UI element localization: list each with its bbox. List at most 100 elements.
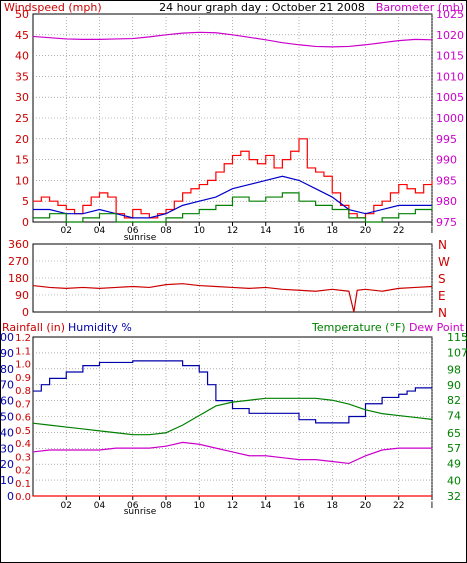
ytick-temperature: 49 [447,457,461,470]
ytick-temperature: 115 [447,331,467,344]
ytick-temperature: 57 [447,442,461,455]
ytick-windspeed: 20 [15,133,29,146]
ytick-humidity: 0 [7,490,14,503]
y-axis-rainfall: 0.0 0.1 0.2 0.3 0.4 0.5 0.6 0.7 0.8 0.9 1.0 1.1 1.2 [15,333,31,503]
xtick-label: 20 [360,501,372,511]
ytick-humidity: 70 [0,379,14,392]
xtick-label: 04 [94,501,106,511]
xtick-label: 06 [127,226,139,236]
xtick-label: 08 [160,226,172,236]
xtick-label: 08 [160,501,172,511]
ytick-rainfall: 0.0 [15,492,31,503]
xtick-label: 04 [94,226,106,236]
series-temperature-f- [32,397,433,436]
series-barometer-mb- [32,31,433,48]
xtick-label: I [431,501,434,511]
ytick-humidity: 30 [0,442,14,455]
ytick-humidity: 20 [0,458,14,471]
xtick-label: 10 [194,501,206,511]
ytick-temperature: 32 [447,490,461,503]
ytick-temperature: 107 [447,346,467,359]
ytick-barometer: 1015 [436,50,464,63]
y-axis-temperature: 32 40 49 57 65 74 82 90 98 107 115 [447,331,467,503]
plot-area-top [32,13,433,223]
compass-letter: W [438,255,450,269]
x-axis-bottom: 02 04 06 08 10 12 14 16 18 20 22 I [61,496,434,511]
xtick-label: I [431,226,434,236]
ytick-rainfall: 0.6 [15,413,31,424]
temperature-label: Temperature (°F) [311,321,406,334]
ytick-windspeed: 15 [15,154,29,167]
ytick-barometer: 985 [436,174,457,187]
xtick-label: 14 [260,226,272,236]
dewpoint-label: Dew Point [409,321,465,334]
ytick-humidity: 50 [0,411,14,424]
rainfall-label: Rainfall (in) [2,321,65,334]
y-axis-direction: 0 90 180 270 360 [8,238,29,319]
ytick-humidity: 100 [0,331,14,344]
ytick-direction: 0 [22,306,29,319]
ytick-rainfall: 0.7 [15,399,31,410]
compass-letter: N [438,238,447,252]
x-axis-top: 02 04 06 08 10 12 14 16 18 20 22 I [61,222,434,236]
series-average-wind [33,175,432,219]
xtick-label: 20 [360,226,372,236]
xtick-label: 22 [393,226,404,236]
ytick-rainfall: 0.8 [15,386,31,397]
series-bot [32,360,433,497]
ytick-temperature: 74 [447,410,461,423]
xtick-label: 02 [61,226,72,236]
ytick-windspeed: 0 [22,216,29,229]
compass-letter: S [438,272,446,286]
xtick-label: 02 [61,501,72,511]
ytick-barometer: 1010 [436,70,464,83]
ytick-temperature: 65 [447,427,461,440]
grid-top [33,14,433,222]
ytick-rainfall: 1.2 [15,333,31,344]
ytick-windspeed: 35 [15,70,29,83]
xtick-label: 12 [227,501,238,511]
humidity-label: Humidity % [68,321,132,334]
xtick-label: 14 [260,501,272,511]
ytick-direction: 180 [8,272,29,285]
ytick-windspeed: 30 [15,91,29,104]
sunrise-label-bot: sunrise [124,507,157,517]
ytick-barometer: 995 [436,133,457,146]
ytick-rainfall: 1.0 [15,360,31,371]
xtick-label: 18 [327,501,339,511]
panel-wind-barometer: Windspeed (mph) 24 hour graph day : Octo… [4,1,464,243]
ytick-direction: 90 [15,289,29,302]
compass-letter: E [438,289,446,303]
ytick-windspeed: 45 [15,29,29,42]
y-axis-barometer: 975 980 985 990 995 1000 1005 1010 1015 1020 1025 [436,8,464,229]
xtick-label: 22 [393,501,404,511]
graph-title: 24 hour graph day : October 21 2008 [159,1,365,14]
ytick-rainfall: 0.9 [15,373,31,384]
series-top [32,31,433,223]
xtick-label: 16 [293,501,305,511]
ytick-humidity: 90 [0,347,14,360]
ytick-barometer: 1025 [436,8,464,21]
ytick-humidity: 80 [0,363,14,376]
ytick-humidity: 40 [0,426,14,439]
ytick-barometer: 975 [436,216,457,229]
ytick-windspeed: 40 [15,50,29,63]
xtick-label: 12 [227,226,238,236]
ytick-windspeed: 50 [15,8,29,21]
panel-temp-humidity: Rainfall (in) Humidity % Temperature (°F… [0,321,467,517]
series-wind-direction [32,283,433,313]
ytick-temperature: 98 [447,364,461,377]
ytick-windspeed: 25 [15,112,29,125]
ytick-rainfall: 1.1 [15,346,31,357]
ytick-barometer: 990 [436,154,457,167]
ytick-temperature: 40 [447,475,461,488]
series-dew-point [32,441,432,465]
sunrise-label-top: sunrise [124,233,157,243]
grid-bot [33,337,433,496]
ytick-rainfall: 0.4 [15,439,31,450]
ytick-temperature: 90 [447,379,461,392]
ytick-windspeed: 5 [22,195,29,208]
